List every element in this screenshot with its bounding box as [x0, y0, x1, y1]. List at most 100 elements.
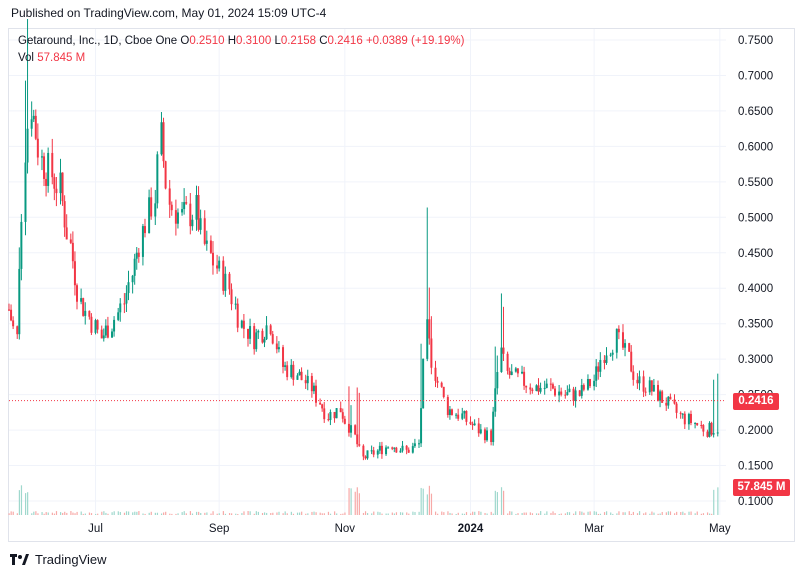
price-axis: 0.7500 0.7000 0.6500 0.6000 0.5500 0.5000 0.45…: [738, 35, 773, 508]
candle-body: [450, 409, 453, 415]
candle-body: [492, 411, 495, 443]
volume-bar: [700, 513, 702, 515]
volume-bar: [667, 511, 670, 515]
time-axis: Jul Sep Nov 2024 Mar May: [88, 523, 731, 535]
candle-body: [265, 325, 268, 340]
candle-body: [609, 354, 612, 356]
volume-bar: [27, 492, 29, 515]
volume-bar: [616, 513, 618, 515]
candle-body: [339, 408, 342, 413]
candle-body: [617, 328, 620, 333]
candle-body: [665, 402, 668, 406]
candle-body: [59, 172, 62, 194]
candle-body: [560, 391, 563, 395]
candle-body: [286, 365, 289, 378]
volume-bar: [138, 511, 140, 515]
candle-body: [310, 375, 313, 392]
candle-body: [183, 202, 186, 210]
candle-body: [716, 432, 719, 434]
candle-body: [82, 298, 85, 316]
candle-body: [362, 445, 365, 457]
volume-bar: [430, 493, 433, 515]
volume-bar: [169, 513, 171, 515]
candle-body: [292, 364, 295, 380]
candle-body: [282, 347, 285, 367]
volume-bar: [344, 512, 346, 515]
candle-body: [168, 188, 171, 205]
volume-bar: [307, 513, 309, 515]
candle-body: [405, 445, 408, 450]
brand-name: TradingView: [35, 552, 107, 567]
volume-bar: [575, 511, 577, 515]
candle-body: [216, 265, 219, 269]
volume-bar: [517, 513, 519, 515]
candle-body: [195, 195, 198, 220]
candle-body: [125, 293, 128, 304]
candle-body: [253, 326, 256, 350]
candle-body: [628, 343, 631, 352]
candle-body: [143, 226, 146, 234]
volume-bar: [540, 511, 542, 515]
volume-bar: [665, 512, 667, 515]
candle-body: [300, 371, 303, 381]
candle-body: [230, 289, 233, 305]
candle-body: [471, 424, 474, 426]
candle-body: [88, 310, 91, 317]
volume-bar: [191, 513, 194, 515]
volume-bar: [709, 513, 711, 515]
volume-bar: [455, 513, 457, 515]
volume-bar: [552, 511, 554, 515]
candle-body: [176, 212, 179, 224]
volume-bar: [292, 513, 295, 515]
volume-bar: [696, 511, 698, 515]
candle-body: [71, 242, 74, 262]
candle-body: [20, 221, 23, 269]
volume-bar: [661, 511, 663, 515]
x-tick-label: Mar: [584, 523, 604, 535]
candle-body: [329, 412, 332, 420]
candle-body: [117, 312, 120, 320]
candle-body: [205, 240, 208, 244]
candle-body: [181, 209, 184, 213]
volume-bar: [441, 511, 443, 515]
candle-body: [440, 382, 443, 387]
volume-bar: [673, 513, 676, 515]
volume-bar: [496, 492, 499, 515]
volume-bar: [64, 511, 66, 515]
candle-body: [271, 334, 274, 344]
volume-bar: [474, 511, 476, 515]
candle-body: [510, 371, 513, 375]
volume-bar: [278, 511, 280, 515]
volume-bar: [348, 488, 350, 515]
candle-body: [45, 178, 48, 186]
volume-bar: [218, 513, 220, 515]
volume-bar: [66, 512, 68, 515]
candle-body: [551, 384, 554, 389]
candle-body: [148, 197, 151, 234]
volume-bar: [418, 511, 420, 515]
candle-body: [516, 368, 519, 374]
candle-body: [36, 138, 39, 158]
x-tick-label: May: [709, 523, 731, 535]
candle-body: [420, 408, 423, 444]
candle-body: [96, 320, 99, 330]
volume-bar: [486, 513, 488, 515]
volume-bar: [391, 512, 393, 515]
candle-body: [189, 203, 192, 227]
volume-bar: [204, 512, 206, 515]
low-label: L: [274, 35, 281, 47]
volume-bar: [113, 511, 115, 515]
volume-bar: [684, 513, 686, 515]
candle-body: [574, 390, 577, 402]
brand[interactable]: TradingView: [10, 552, 107, 567]
candle-body: [659, 391, 662, 401]
volume-bar: [154, 512, 156, 515]
candle-body: [123, 303, 126, 305]
candle-body: [679, 412, 682, 414]
volume-bar: [43, 513, 45, 515]
candle-body: [150, 197, 153, 217]
volume-bar: [379, 512, 381, 515]
candle-body: [306, 375, 309, 384]
candle-body: [199, 218, 202, 230]
